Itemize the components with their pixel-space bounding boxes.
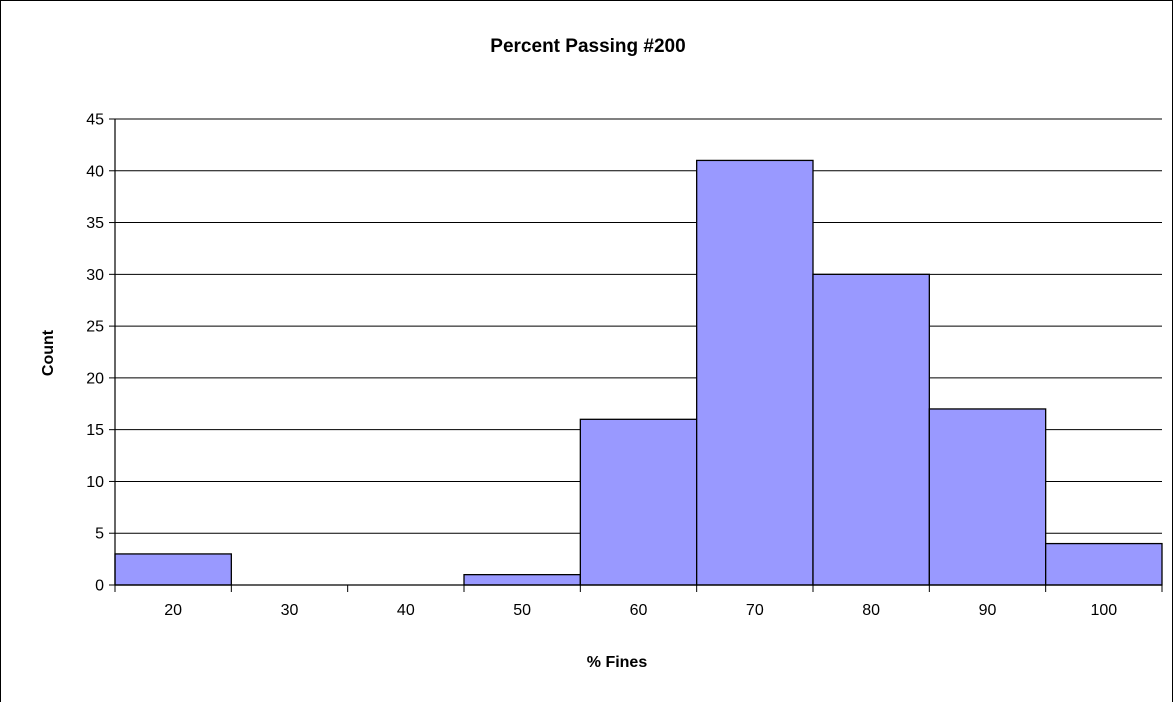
chart-title: Percent Passing #200: [490, 36, 685, 57]
y-tick-label-5: 5: [95, 526, 104, 543]
x-tick-label-20: 20: [164, 602, 182, 619]
bar-70: [696, 159, 814, 586]
y-tick-labels: 0 5 10 15 20 25 30 35 40 45: [86, 112, 104, 595]
bar-20: [114, 553, 232, 586]
y-tick-label-20: 20: [86, 370, 104, 387]
bar-60: [579, 418, 698, 586]
x-tick-label-30: 30: [281, 602, 299, 619]
x-tick-label-100: 100: [1090, 602, 1117, 619]
x-tick-label-50: 50: [513, 602, 531, 619]
bars: [114, 159, 1163, 586]
gridlines: [115, 118, 1162, 534]
y-tick-label-40: 40: [86, 163, 104, 180]
y-tick-label-35: 35: [86, 215, 104, 232]
x-tick-label-40: 40: [397, 602, 415, 619]
y-axis-title: Count: [40, 329, 57, 376]
x-tick-label-60: 60: [630, 602, 648, 619]
x-tick-label-70: 70: [746, 602, 764, 619]
y-tick-label-45: 45: [86, 112, 104, 129]
bar-90: [928, 408, 1047, 586]
y-tick-label-25: 25: [86, 319, 104, 336]
bar-100: [1045, 542, 1163, 586]
x-tick-labels: 20 30 40 50 60 70 80 90 100: [164, 602, 1117, 619]
y-tick-label-30: 30: [86, 267, 104, 284]
y-tick-label-0: 0: [95, 578, 104, 595]
bar-80: [812, 273, 930, 586]
y-tick-label-15: 15: [86, 422, 104, 439]
x-tick-label-80: 80: [862, 602, 880, 619]
axes: [109, 118, 1163, 592]
x-axis-title: % Fines: [587, 654, 648, 671]
x-tick-label-90: 90: [979, 602, 997, 619]
bar-50: [463, 573, 581, 586]
y-tick-label-10: 10: [86, 474, 104, 491]
